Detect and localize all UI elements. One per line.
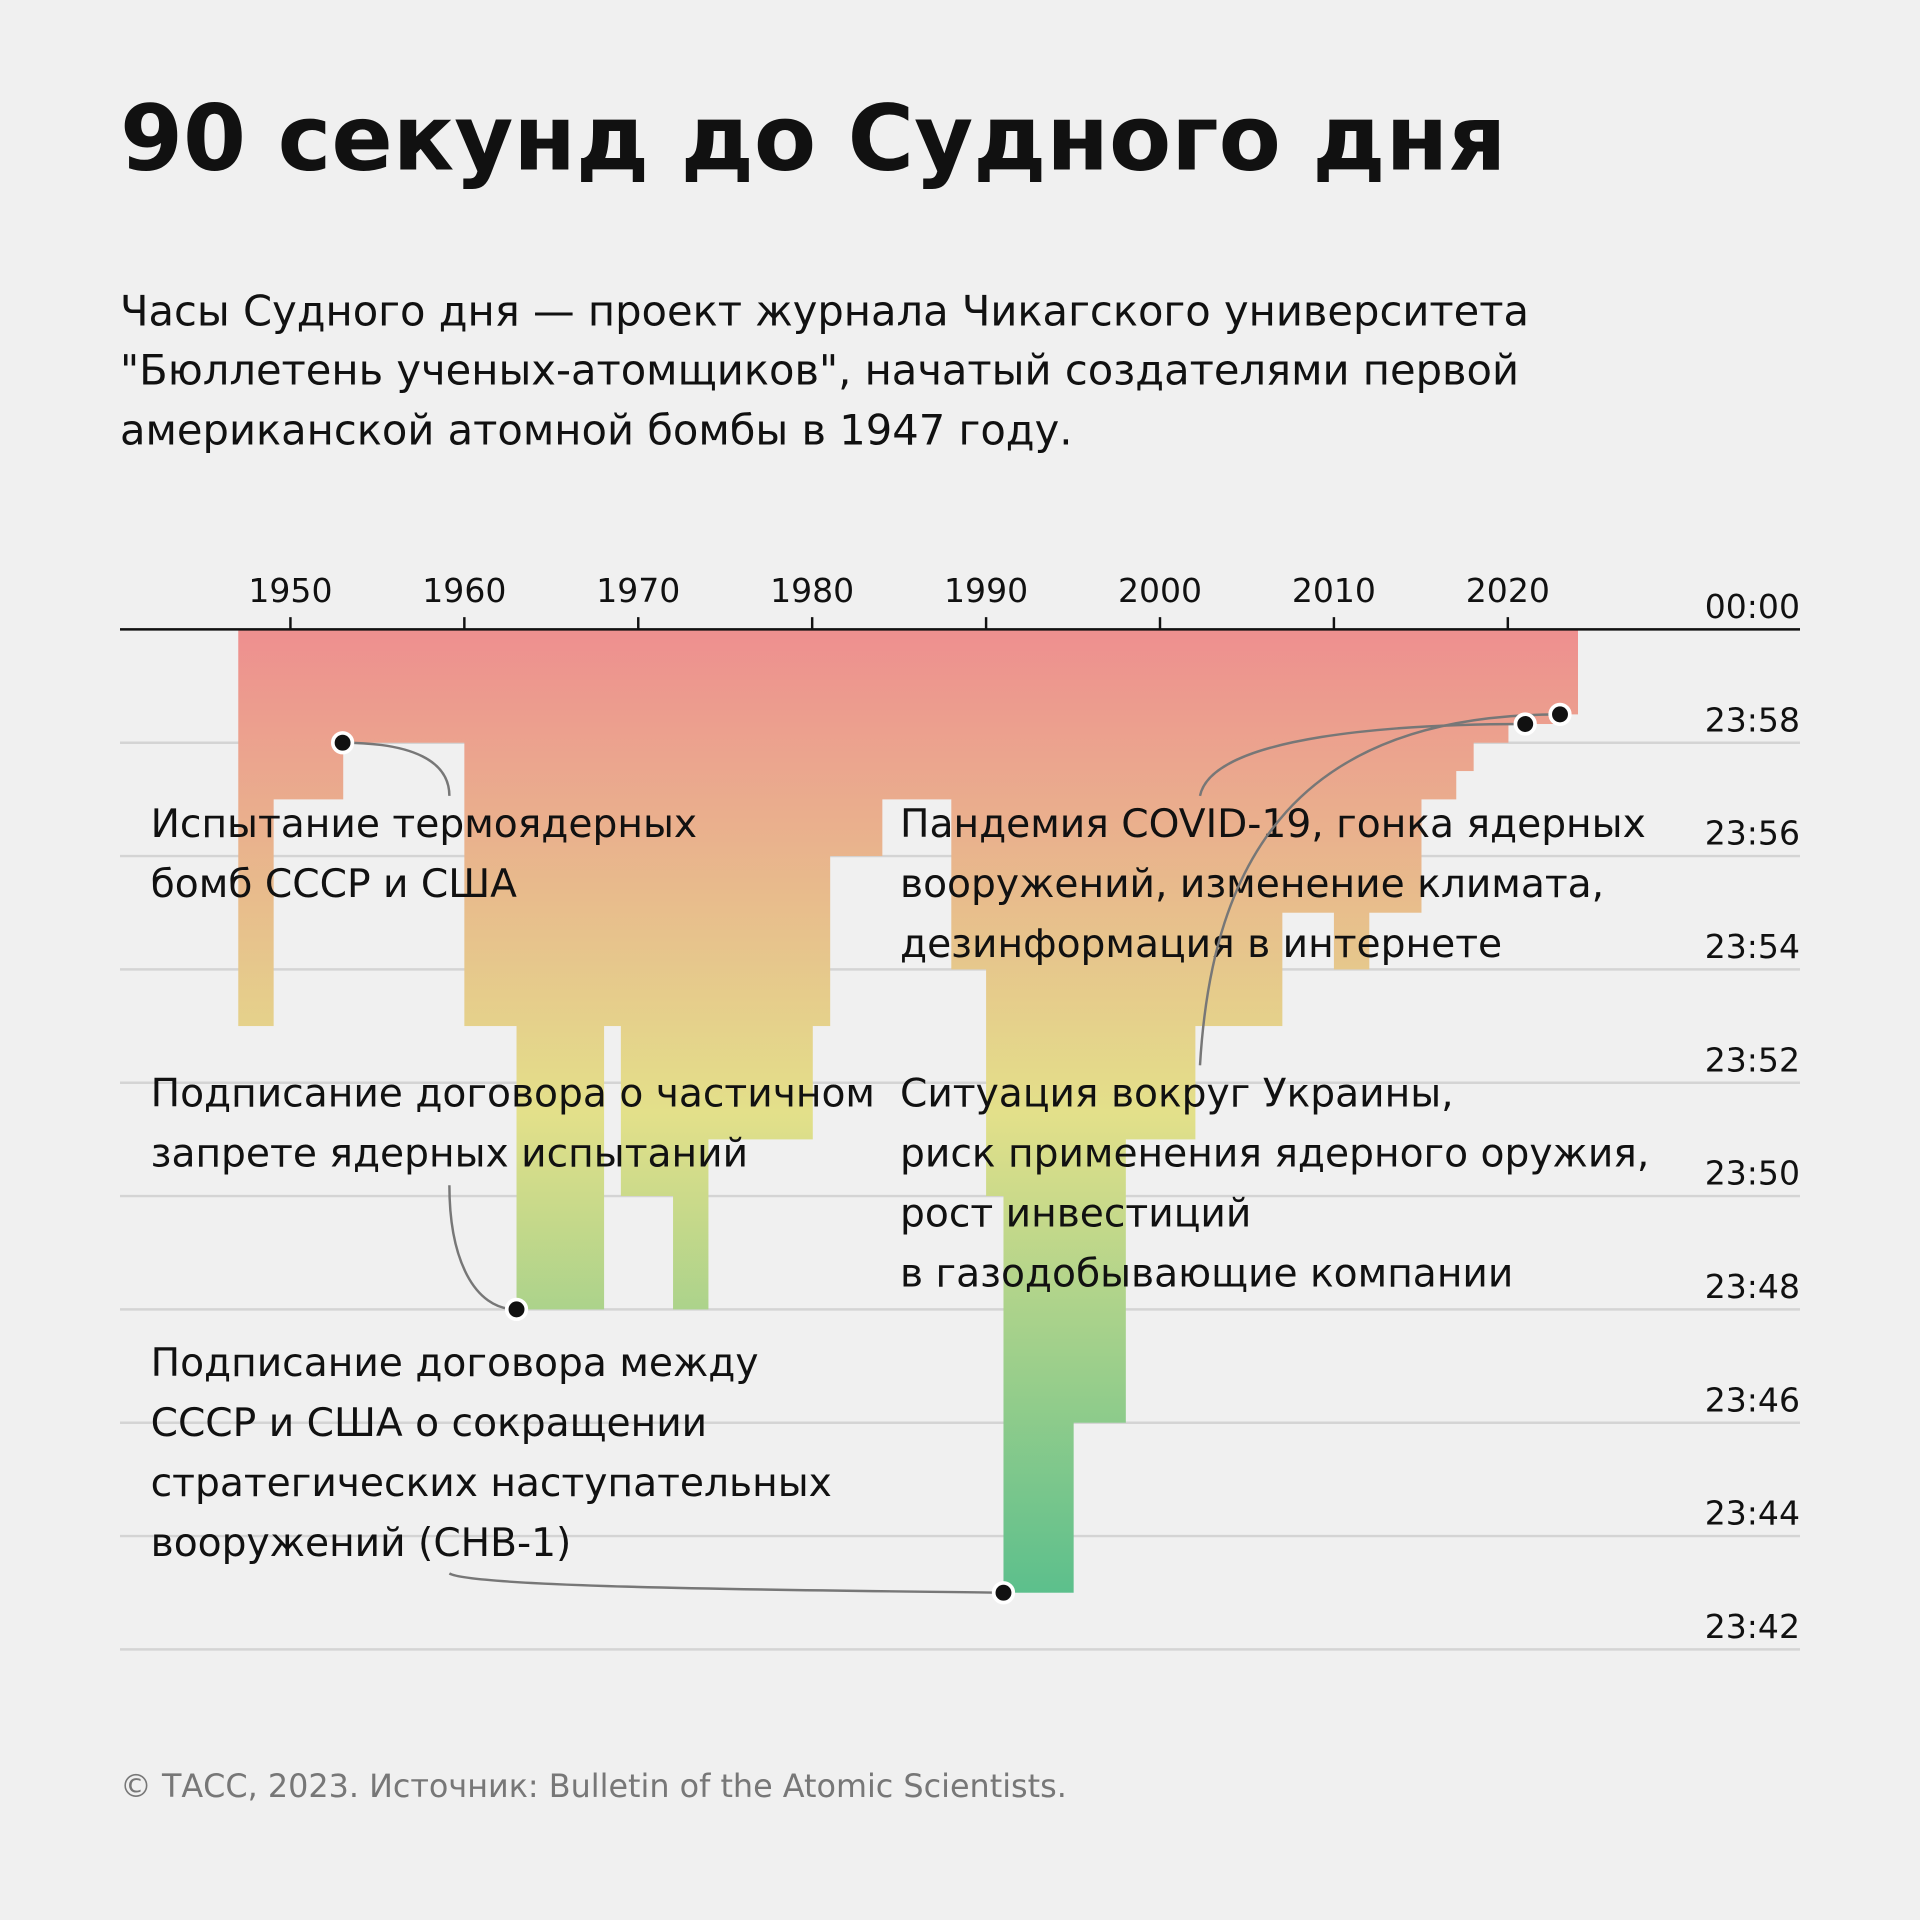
step xyxy=(829,629,883,857)
step xyxy=(342,629,465,743)
step xyxy=(673,629,709,1310)
step xyxy=(1368,629,1422,913)
annotation-dot xyxy=(1548,702,1572,727)
x-tick-label: 1970 xyxy=(596,571,680,610)
connector xyxy=(342,741,451,796)
y-tick-label: 23:56 xyxy=(1705,814,1800,853)
annotation-text: Подписание договора о частичном xyxy=(151,1071,875,1116)
x-tick-label: 2010 xyxy=(1292,571,1376,610)
annotation-text: бомб СССР и США xyxy=(151,862,518,907)
annotation-text: Испытание термоядерных xyxy=(151,802,697,847)
step xyxy=(986,629,1005,1197)
x-tick-label: 1960 xyxy=(422,571,506,610)
step xyxy=(1125,629,1196,1140)
step xyxy=(1281,629,1335,913)
annotation-text: Пандемия COVID-19, гонка ядерных xyxy=(900,802,1646,847)
annotation-text: дезинформация в интернете xyxy=(900,922,1502,967)
step xyxy=(1073,629,1126,1423)
annotation-text: запрете ядерных испытаний xyxy=(151,1131,748,1176)
y-tick-label: 23:50 xyxy=(1705,1154,1800,1193)
subtitle: Часы Судного дня — проект журнала Чикагс… xyxy=(120,287,1529,336)
x-tick-label: 2020 xyxy=(1466,571,1550,610)
connector xyxy=(1198,722,1526,797)
steps xyxy=(238,629,1579,1593)
annotation-text: рост инвестиций xyxy=(900,1191,1251,1236)
step xyxy=(1333,629,1370,970)
source: © ТАСС, 2023. Источник: Bulletin of the … xyxy=(120,1767,1067,1805)
x-tick-label: 1950 xyxy=(248,571,332,610)
annotation-text: Подписание договора между xyxy=(151,1341,759,1386)
step xyxy=(603,629,622,1027)
subtitle: "Бюллетень ученых-атомщиков", начатый со… xyxy=(120,345,1519,394)
y-tick-label: 23:48 xyxy=(1705,1267,1800,1306)
annotation-text: стратегических наступательных xyxy=(151,1461,832,1506)
step xyxy=(1560,629,1579,715)
step xyxy=(238,629,274,1027)
x-tick-label: 1980 xyxy=(770,571,854,610)
connector xyxy=(448,1185,517,1311)
y-tick-label: 00:00 xyxy=(1705,587,1800,626)
step xyxy=(1003,629,1074,1593)
step xyxy=(707,629,813,1140)
connector xyxy=(1198,713,1561,1066)
x-tick-label: 2000 xyxy=(1118,571,1202,610)
step xyxy=(951,629,987,970)
x-tick-label: 1990 xyxy=(944,571,1028,610)
step xyxy=(464,629,518,1027)
step xyxy=(881,629,952,800)
step xyxy=(1194,629,1283,1027)
annotation-dot xyxy=(991,1581,1016,1605)
subtitle: американской атомной бомбы в 1947 году. xyxy=(120,405,1072,454)
y-tick-label: 23:54 xyxy=(1705,927,1800,966)
step xyxy=(273,629,344,800)
annotation-text: в газодобывающие компании xyxy=(900,1251,1513,1296)
annotation-text: риск применения ядерного оружия, xyxy=(900,1131,1649,1176)
annotation-text: вооружений (СНВ-1) xyxy=(151,1521,572,1566)
step xyxy=(1455,629,1474,772)
annotation-text: вооружений, изменение климата, xyxy=(900,862,1604,907)
annotation-dot xyxy=(504,1297,529,1322)
annotation-dot xyxy=(330,731,355,755)
step xyxy=(1420,629,1457,800)
y-tick-label: 23:52 xyxy=(1705,1040,1800,1079)
overlay: 00:00 23:58 23:56 23:54 23:52 23:50 23:48 23:46… xyxy=(120,571,1800,1646)
y-tick-label: 23:58 xyxy=(1705,700,1800,739)
y-tick-label: 23:42 xyxy=(1705,1607,1800,1646)
y-tick-label: 23:46 xyxy=(1705,1380,1800,1419)
connector xyxy=(448,1572,1004,1594)
annotation-dot xyxy=(1513,712,1537,736)
annotation-text: Ситуация вокруг Украины, xyxy=(900,1071,1454,1116)
step xyxy=(516,629,605,1310)
step xyxy=(620,629,674,1197)
chart-title: 90 секунд до Судного дня xyxy=(120,86,1506,191)
step xyxy=(812,629,831,1027)
y-tick-label: 23:44 xyxy=(1705,1494,1800,1533)
annotation-text: СССР и США о сокращении xyxy=(151,1401,708,1446)
